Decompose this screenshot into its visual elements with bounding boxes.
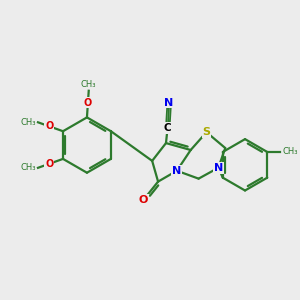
Text: O: O [84,98,92,108]
Text: S: S [202,127,211,137]
Text: N: N [172,166,182,176]
Text: N: N [164,98,174,108]
Text: CH₃: CH₃ [20,118,36,127]
Text: N: N [214,163,223,173]
Text: O: O [45,159,53,169]
Text: O: O [45,121,53,131]
Text: CH₃: CH₃ [20,163,36,172]
Text: CH₃: CH₃ [282,148,298,157]
Text: CH₃: CH₃ [81,80,97,89]
Text: O: O [139,195,148,206]
Text: C: C [163,123,171,133]
